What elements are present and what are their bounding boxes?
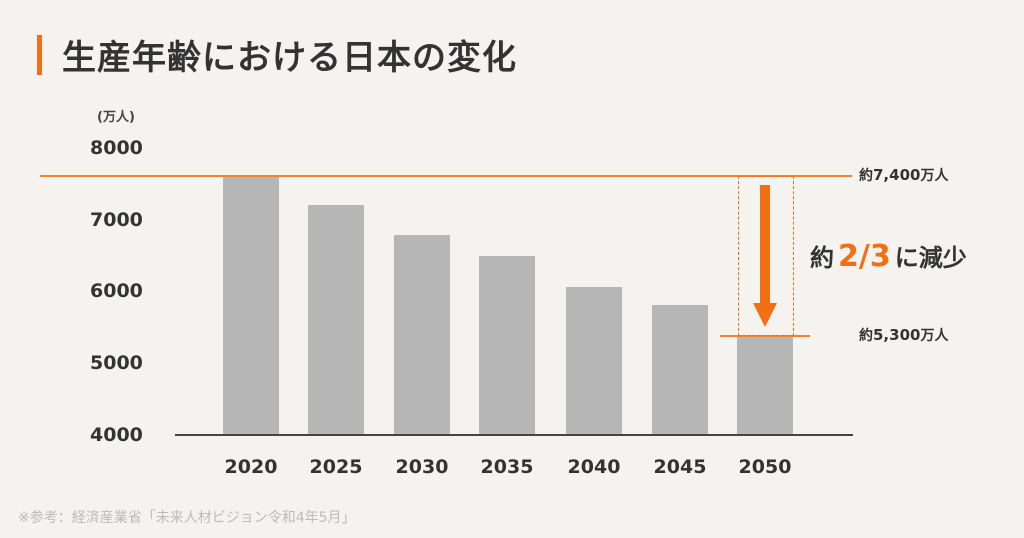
reference-line-7400 (40, 175, 852, 177)
x-tick-2050: 2050 (738, 456, 792, 478)
y-axis-unit-label: (万人) (97, 110, 135, 125)
y-tick-5000: 5000 (90, 352, 143, 374)
decrease-callout: 約 2/3 に減少 (810, 239, 967, 274)
decrease-ratio: 2/3 (838, 239, 891, 274)
x-tick-2025: 2025 (309, 456, 363, 478)
bar-2020 (223, 176, 279, 435)
down-arrow-icon (760, 185, 770, 305)
y-tick-4000: 4000 (90, 424, 143, 446)
bar-2035 (479, 256, 535, 435)
down-arrow-head-icon (753, 303, 777, 327)
decrease-dashed-box (738, 176, 794, 336)
annotation-top-value: 約7,400万人 (859, 166, 949, 184)
bar-2030 (394, 235, 450, 435)
bar-2025 (308, 205, 364, 435)
bar-2045 (652, 305, 708, 435)
bar-2040 (566, 287, 622, 435)
y-tick-6000: 6000 (90, 280, 143, 302)
y-tick-7000: 7000 (90, 209, 143, 231)
chart-title: 生産年齢における日本の変化 (62, 38, 517, 78)
x-tick-2030: 2030 (395, 456, 449, 478)
bar-2050 (737, 336, 793, 435)
x-tick-2020: 2020 (224, 456, 278, 478)
x-axis-line (175, 434, 853, 436)
source-note: ※参考：経済産業省「未来人材ビジョン令和4年5月」 (18, 510, 356, 526)
x-tick-2045: 2045 (653, 456, 707, 478)
y-tick-8000: 8000 (90, 137, 143, 159)
title-accent-bar (37, 35, 42, 75)
annotation-bottom-value: 約5,300万人 (859, 326, 949, 344)
x-tick-2040: 2040 (567, 456, 621, 478)
reference-line-5300 (720, 335, 810, 337)
x-tick-2035: 2035 (480, 456, 534, 478)
